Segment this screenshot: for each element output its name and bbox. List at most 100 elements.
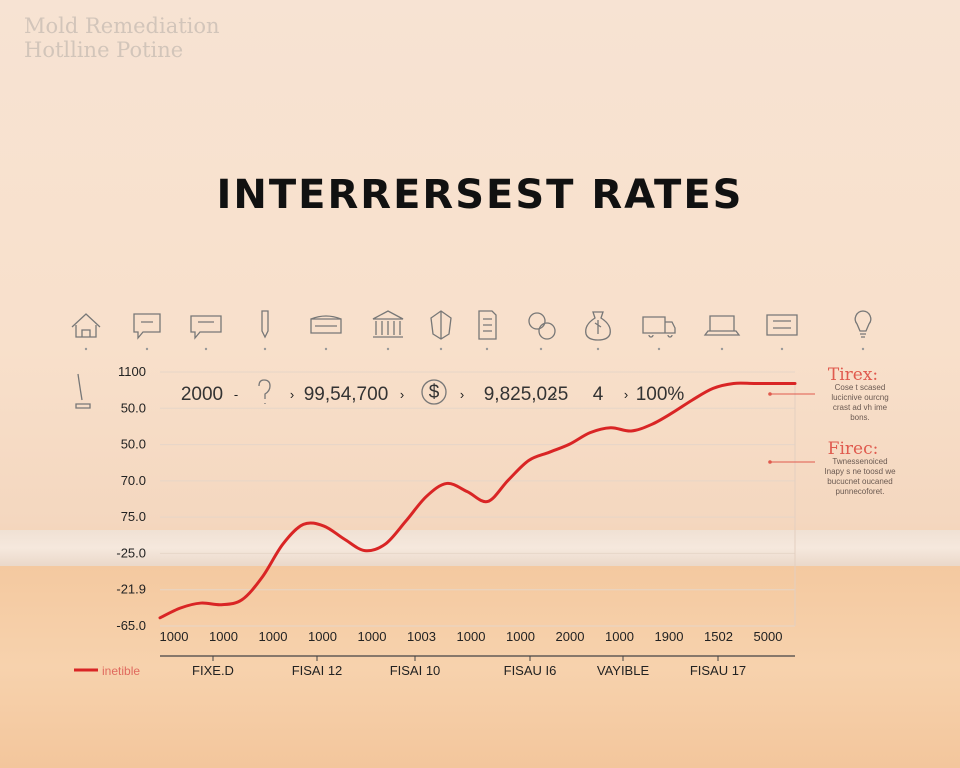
x-ticks: 1000 1000 1000 1000 1000 1003 1000 1000 2000 1000… (160, 629, 783, 644)
can-icon-dot (324, 347, 328, 351)
icons-row (71, 310, 872, 351)
note-line: Inapy s ne toosd we (824, 467, 896, 476)
wall-trim (0, 530, 960, 566)
speech-bubble-icon (190, 315, 222, 351)
cash-icon-shape (766, 314, 798, 336)
series (158, 381, 797, 620)
stat-value: 99,54,700 (304, 384, 389, 405)
note-title: Firec: (828, 439, 879, 459)
coins-icon-dot (539, 347, 543, 351)
stats-row: 2000- › 99,54,700 › $ › 9,825,025› 4 › 100% (181, 379, 685, 405)
house-icon (71, 313, 101, 351)
legend: inetible (74, 664, 140, 678)
stat-separator: › (552, 387, 556, 402)
x-tick-label: 1000 (506, 629, 535, 644)
shield-icon (430, 310, 452, 351)
money-bag-icon-shape (585, 311, 611, 341)
shield-icon-shape (430, 310, 452, 340)
can-icon-shape (310, 315, 342, 334)
y-tick-label: 50.0 (121, 400, 146, 415)
cash-icon-dot (780, 347, 784, 351)
x-tick-label: 1003 (407, 629, 436, 644)
truck-icon-dot (657, 347, 661, 351)
x-tick-label: 1502 (704, 629, 733, 644)
lightbulb-icon-dot (861, 347, 865, 351)
stat-separator: › (290, 387, 294, 402)
note-line: crast ad vh ime (833, 403, 888, 412)
x-tick-label: 5000 (754, 629, 783, 644)
document-icon-shape (478, 310, 497, 340)
speech-bubble-icon-dot (204, 347, 208, 351)
money-bag-icon (585, 311, 611, 351)
document-icon-dot (485, 347, 489, 351)
question-mark-icon-shape (258, 379, 271, 404)
chat-icon-shape (133, 313, 161, 340)
categories: FIXE.D FISAI 12 FISAI 10 FISAU I6 VAYIBLE FIS… (192, 656, 746, 678)
y-tick-label: -21.9 (116, 582, 146, 597)
floor (0, 566, 960, 768)
y-tick-label: 75.0 (121, 509, 146, 524)
cash-icon (766, 314, 798, 351)
house-icon-shape (71, 313, 101, 338)
y-tick-label: 70.0 (121, 473, 146, 488)
dollar-coin-icon: $ (421, 379, 447, 405)
watermark-line-2: Hotlline Potine (24, 38, 184, 62)
x-tick-label: 1000 (358, 629, 387, 644)
bank-icon-shape (372, 310, 404, 338)
grid (160, 371, 795, 627)
note-line: lucicnive ourcng (831, 393, 888, 402)
stat-value: 100% (636, 384, 685, 405)
laptop-icon-dot (720, 347, 724, 351)
chat-icon (133, 313, 161, 351)
bank-icon (372, 310, 404, 351)
watermark-line-1: Mold Remediation (24, 14, 220, 38)
y-tick-label: -25.0 (116, 545, 146, 560)
dollar-coin-icon-ring (421, 379, 447, 405)
x-tick-label: 1000 (209, 629, 238, 644)
chart-title: INTERRERSEST RATES (216, 172, 744, 218)
y-ticks: 1100 50.0 50.0 70.0 75.0 -25.0 -21.9 -65.0 (116, 364, 146, 633)
house-icon-dot (84, 347, 88, 351)
note-line: bucucnet oucaned (827, 477, 892, 486)
truck-icon (642, 316, 676, 351)
category-label: FISAI 10 (390, 663, 441, 678)
category-label: VAYIBLE (597, 663, 650, 678)
note-line: punnecoforet. (836, 487, 885, 496)
category-label: FIXE.D (192, 663, 234, 678)
pen-icon (261, 310, 269, 351)
note-line: bons. (850, 413, 870, 422)
x-tick-label: 1000 (457, 629, 486, 644)
pen-icon-dot (263, 347, 267, 351)
stat-value: 2000 (181, 384, 223, 405)
pen-icon (75, 373, 91, 409)
document-icon (478, 310, 497, 351)
truck-icon-shape (642, 316, 676, 338)
y-tick-label: -65.0 (116, 618, 146, 633)
bank-icon-dot (386, 347, 390, 351)
chat-icon-dot (145, 347, 149, 351)
x-tick-label: 1000 (605, 629, 634, 644)
stat-separator: › (460, 387, 464, 402)
note-pointer-dot (768, 460, 772, 464)
laptop-icon (703, 315, 741, 351)
x-tick-label: 2000 (556, 629, 585, 644)
coins-icon-shape (528, 312, 556, 340)
legend-label: inetible (102, 664, 140, 678)
laptop-icon-shape (703, 315, 741, 336)
stat-value: 9,825,025 (484, 384, 569, 405)
stat-value: 4 (593, 384, 604, 405)
stat-separator: › (400, 387, 404, 402)
money-bag-icon-dot (596, 347, 600, 351)
series-line (158, 381, 797, 620)
axes (160, 382, 796, 657)
note-line: Twnessenoiced (832, 457, 887, 466)
category-label: FISAU 17 (690, 663, 746, 678)
note-pointer-dot (768, 392, 772, 396)
x-tick-label: 1900 (655, 629, 684, 644)
shield-icon-dot (439, 347, 443, 351)
lightbulb-icon-shape (854, 310, 872, 338)
x-tick-label: 1000 (259, 629, 288, 644)
speech-bubble-icon-shape (190, 315, 222, 340)
